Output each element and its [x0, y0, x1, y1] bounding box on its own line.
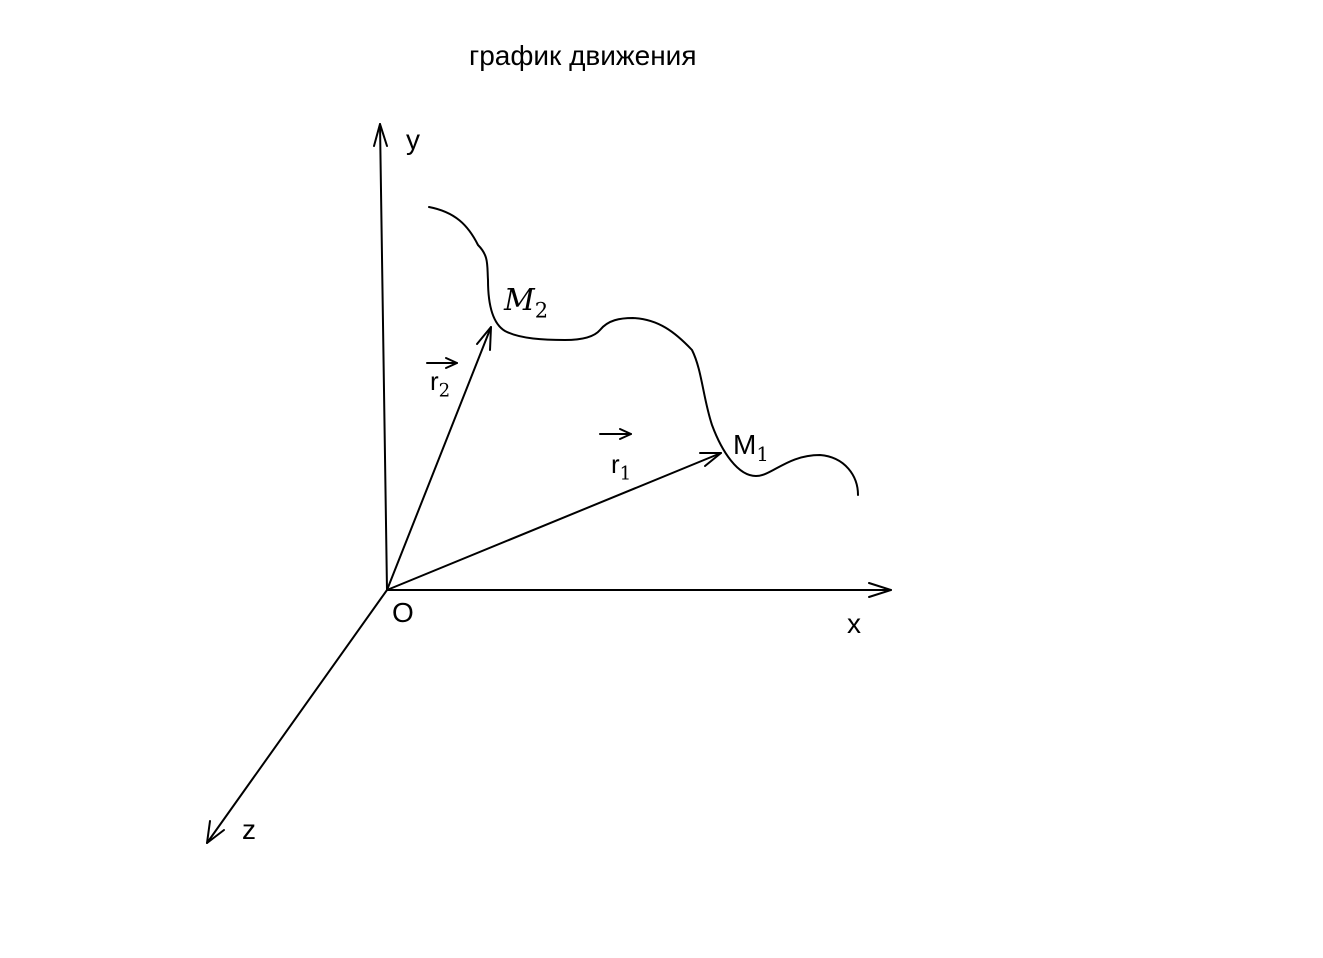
z-axis-label: z: [242, 814, 256, 845]
m2-label-subscript: 2: [534, 298, 549, 323]
r2-vector-arrowhead: [476, 326, 492, 351]
y-axis-label: y: [406, 124, 420, 155]
x-axis-label: x: [847, 608, 861, 639]
r2-label-base: r: [430, 366, 439, 396]
m1-label-subscript: 1: [756, 442, 769, 466]
origin-label: O: [392, 597, 414, 628]
point-m2-label: M2: [504, 286, 548, 321]
m1-label-base: M: [733, 429, 757, 460]
r2-vector: [386, 326, 492, 591]
x-axis-arrowhead: [868, 582, 892, 598]
m2-label-base: M: [504, 283, 535, 318]
r1-label-subscript: 1: [619, 463, 632, 485]
y-axis-arrowhead: [373, 123, 388, 147]
y-axis: [379, 123, 388, 591]
r1-vector-label: r1: [611, 451, 631, 484]
r2-vector-label: r2: [430, 368, 450, 401]
r1-label-base: r: [611, 449, 620, 479]
diagram-title: график движения: [469, 40, 697, 71]
r1-vector-arrowhead: [699, 452, 722, 467]
trajectory-curve: [428, 206, 859, 496]
z-axis-arrowhead: [206, 820, 225, 844]
r2-label-arrowhead: [445, 357, 458, 369]
z-axis: [206, 589, 388, 844]
r1-label-arrowhead: [619, 428, 632, 440]
r1-vector: [386, 452, 722, 591]
r2-label-subscript: 2: [438, 380, 451, 402]
point-m1-label: M1: [733, 429, 769, 466]
